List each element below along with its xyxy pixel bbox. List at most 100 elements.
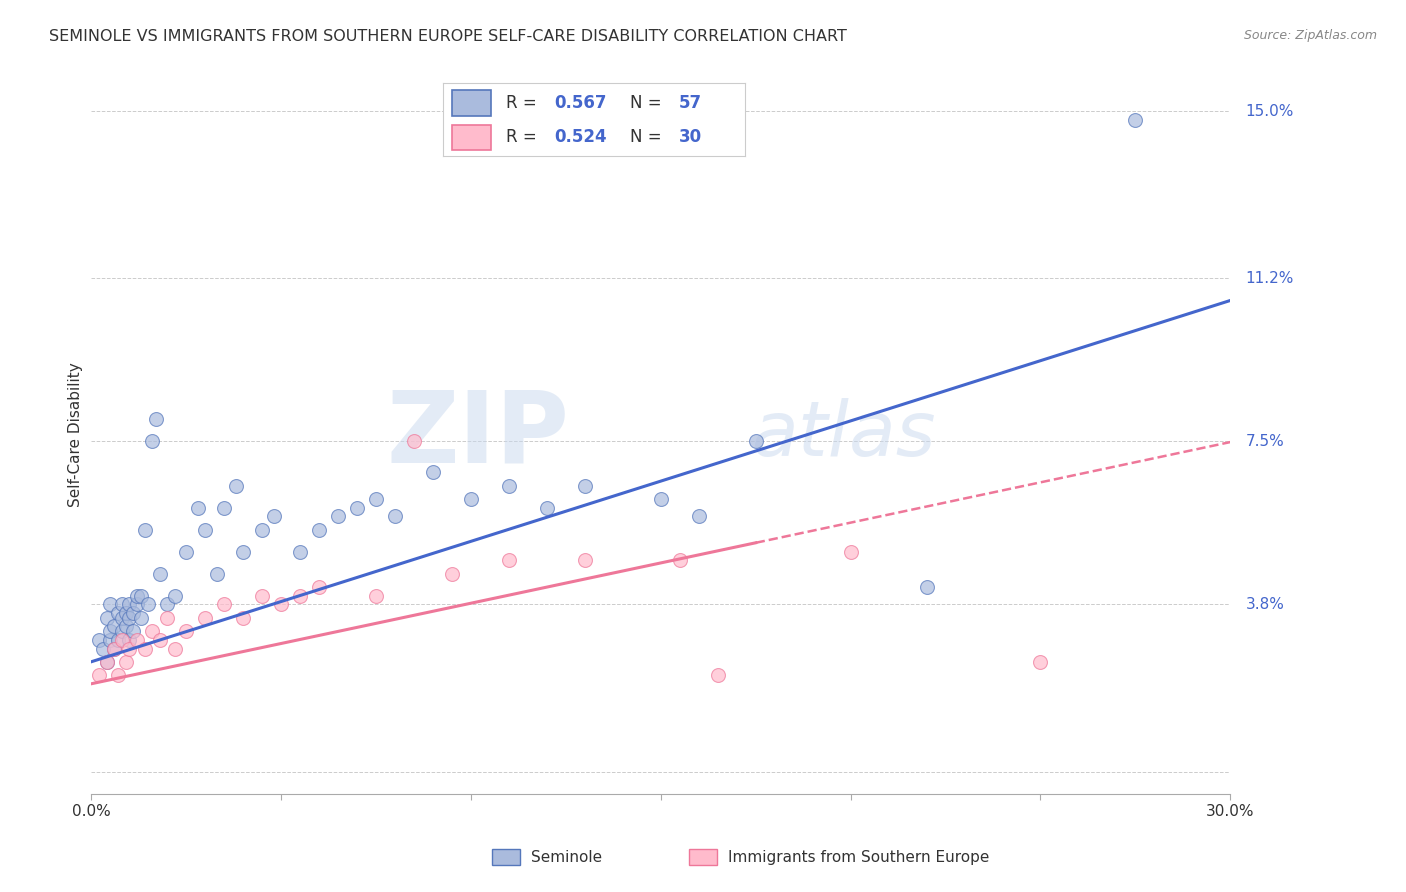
Point — [214, 598, 236, 612]
Point — [263, 509, 285, 524]
Point — [111, 632, 134, 647]
Point — [308, 580, 330, 594]
Point — [574, 553, 596, 567]
Point — [232, 544, 254, 558]
Text: ZIP: ZIP — [387, 386, 569, 483]
Point — [125, 589, 148, 603]
Point — [103, 641, 125, 656]
Text: Source: ZipAtlas.com: Source: ZipAtlas.com — [1244, 29, 1378, 42]
Point — [141, 624, 163, 638]
Point — [422, 465, 444, 479]
Point — [134, 523, 156, 537]
Point — [122, 607, 145, 621]
Point — [118, 632, 141, 647]
Point — [205, 566, 228, 581]
Text: 0.524: 0.524 — [555, 128, 607, 146]
Point — [574, 478, 596, 492]
Point — [107, 668, 129, 682]
Text: R =: R = — [506, 128, 543, 146]
Point — [290, 589, 312, 603]
Point — [225, 478, 247, 492]
Text: Seminole: Seminole — [531, 850, 603, 864]
Point — [163, 641, 186, 656]
Point — [114, 619, 136, 633]
Text: atlas: atlas — [752, 398, 936, 472]
Point — [145, 412, 167, 426]
Text: SEMINOLE VS IMMIGRANTS FROM SOUTHERN EUROPE SELF-CARE DISABILITY CORRELATION CHA: SEMINOLE VS IMMIGRANTS FROM SOUTHERN EUR… — [49, 29, 846, 44]
Text: 11.2%: 11.2% — [1246, 271, 1294, 286]
Point — [498, 478, 520, 492]
Point — [364, 491, 387, 506]
Point — [308, 523, 330, 537]
Point — [149, 566, 172, 581]
Point — [326, 509, 349, 524]
Text: 15.0%: 15.0% — [1246, 103, 1294, 119]
Point — [290, 544, 312, 558]
Point — [149, 632, 172, 647]
Point — [87, 632, 110, 647]
Point — [98, 598, 121, 612]
Point — [118, 641, 141, 656]
Point — [125, 632, 148, 647]
Point — [441, 566, 464, 581]
Y-axis label: Self-Care Disability: Self-Care Disability — [67, 362, 83, 508]
Point — [404, 434, 426, 449]
Point — [96, 610, 118, 624]
Point — [346, 500, 368, 515]
Point — [118, 610, 141, 624]
Point — [688, 509, 710, 524]
Point — [163, 589, 186, 603]
Text: N =: N = — [630, 128, 668, 146]
Point — [270, 598, 292, 612]
Point — [122, 624, 145, 638]
Text: R =: R = — [506, 95, 543, 112]
Point — [498, 553, 520, 567]
Point — [156, 610, 179, 624]
Point — [98, 632, 121, 647]
Point — [98, 624, 121, 638]
Point — [745, 434, 768, 449]
Point — [214, 500, 236, 515]
Point — [650, 491, 672, 506]
Point — [125, 598, 148, 612]
Text: 57: 57 — [679, 95, 702, 112]
Point — [91, 641, 114, 656]
Point — [364, 589, 387, 603]
Point — [103, 641, 125, 656]
Point — [174, 544, 197, 558]
Text: Immigrants from Southern Europe: Immigrants from Southern Europe — [728, 850, 990, 864]
Text: N =: N = — [630, 95, 668, 112]
Point — [107, 632, 129, 647]
Point — [915, 580, 938, 594]
Point — [129, 589, 152, 603]
Point — [156, 598, 179, 612]
Point — [138, 598, 160, 612]
Point — [460, 491, 482, 506]
Point — [129, 610, 152, 624]
Point — [87, 668, 110, 682]
Point — [103, 619, 125, 633]
FancyBboxPatch shape — [451, 125, 491, 150]
Point — [111, 598, 134, 612]
Point — [536, 500, 558, 515]
Point — [384, 509, 406, 524]
Point — [669, 553, 692, 567]
Point — [839, 544, 862, 558]
Point — [232, 610, 254, 624]
Point — [111, 624, 134, 638]
Point — [174, 624, 197, 638]
Point — [194, 610, 217, 624]
Point — [114, 655, 136, 669]
Point — [707, 668, 730, 682]
Point — [96, 655, 118, 669]
Text: 0.567: 0.567 — [555, 95, 607, 112]
Point — [1125, 112, 1147, 127]
Text: 30: 30 — [679, 128, 702, 146]
Point — [96, 655, 118, 669]
Point — [114, 607, 136, 621]
FancyBboxPatch shape — [451, 90, 491, 116]
Point — [187, 500, 209, 515]
Point — [1029, 655, 1052, 669]
Point — [194, 523, 217, 537]
Point — [250, 523, 273, 537]
